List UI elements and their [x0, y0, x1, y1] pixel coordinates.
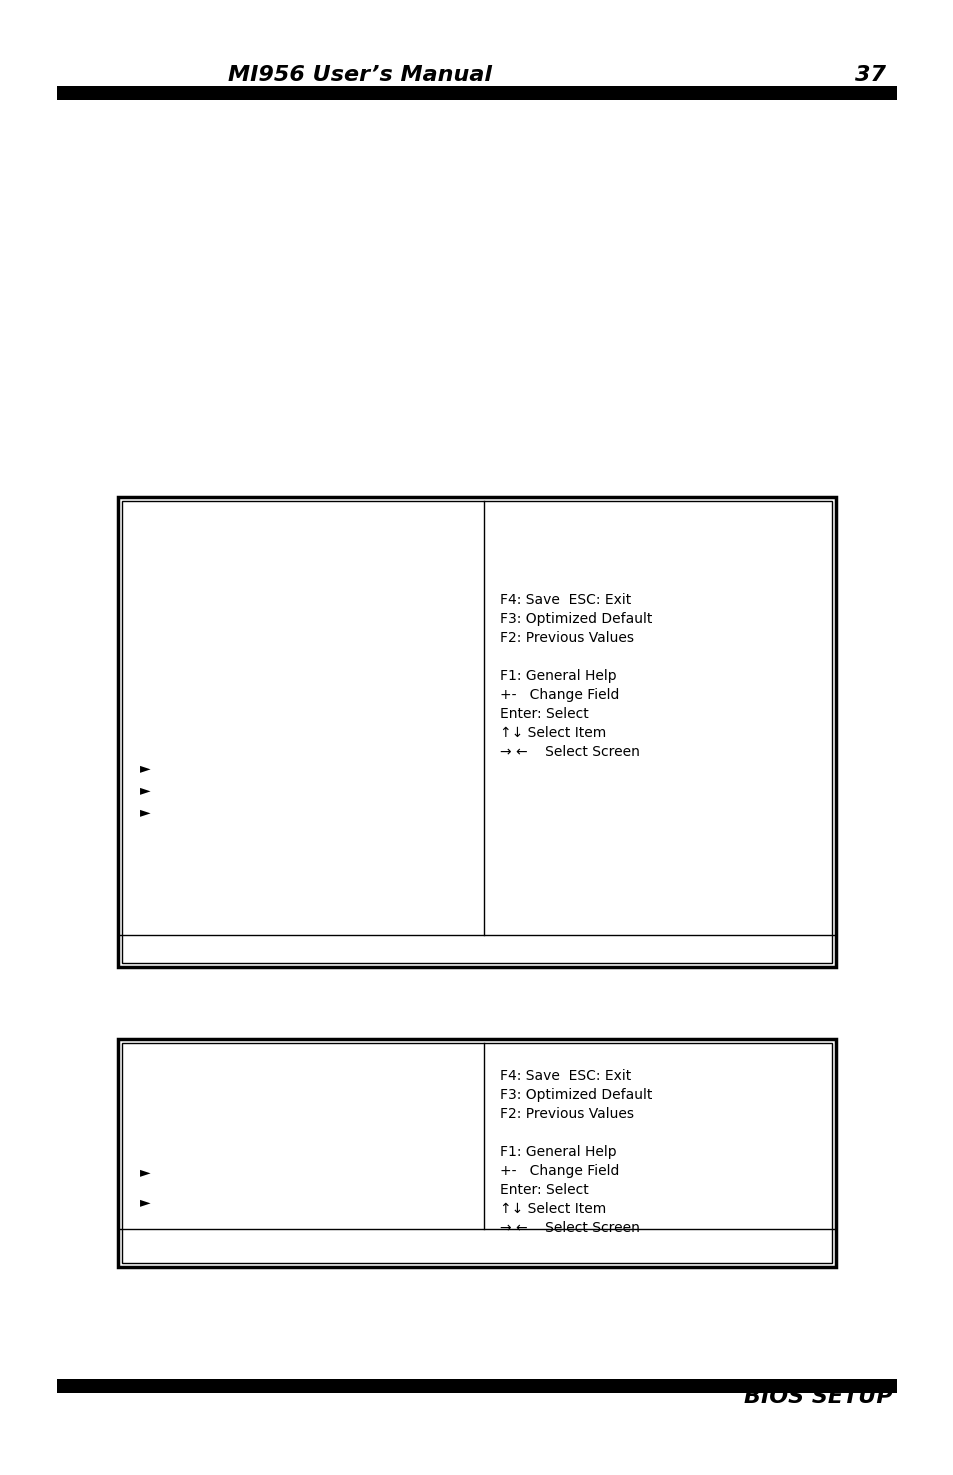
- Text: → ←    Select Screen: → ← Select Screen: [499, 1221, 639, 1235]
- Text: MI956 User’s Manual: MI956 User’s Manual: [228, 65, 492, 86]
- Text: F2: Previous Values: F2: Previous Values: [499, 1108, 634, 1121]
- Text: 37: 37: [854, 65, 885, 86]
- Bar: [57, 1379, 896, 1392]
- Text: ►: ►: [140, 1165, 151, 1179]
- Text: +-   Change Field: +- Change Field: [499, 1164, 618, 1179]
- Text: F3: Optimized Default: F3: Optimized Default: [499, 1089, 652, 1102]
- Text: BIOS SETUP: BIOS SETUP: [743, 1386, 892, 1407]
- Text: F4: Save  ESC: Exit: F4: Save ESC: Exit: [499, 593, 631, 608]
- Text: ►: ►: [140, 761, 151, 774]
- Text: +-   Change Field: +- Change Field: [499, 687, 618, 702]
- Text: ↑↓ Select Item: ↑↓ Select Item: [499, 726, 605, 740]
- Bar: [122, 502, 831, 963]
- Bar: [122, 1043, 831, 1263]
- Text: F1: General Help: F1: General Help: [499, 1145, 616, 1159]
- Text: ↑↓ Select Item: ↑↓ Select Item: [499, 1202, 605, 1215]
- Text: F2: Previous Values: F2: Previous Values: [499, 631, 634, 645]
- Text: F3: Optimized Default: F3: Optimized Default: [499, 612, 652, 625]
- Text: ►: ►: [140, 1195, 151, 1209]
- Text: F1: General Help: F1: General Help: [499, 670, 616, 683]
- Text: → ←    Select Screen: → ← Select Screen: [499, 745, 639, 760]
- Bar: [118, 497, 835, 968]
- Bar: [57, 86, 896, 100]
- Text: Enter: Select: Enter: Select: [499, 1183, 588, 1198]
- Text: ►: ►: [140, 805, 151, 819]
- Text: Enter: Select: Enter: Select: [499, 707, 588, 721]
- Text: F4: Save  ESC: Exit: F4: Save ESC: Exit: [499, 1069, 631, 1083]
- Bar: [118, 1038, 835, 1267]
- Text: ►: ►: [140, 783, 151, 796]
